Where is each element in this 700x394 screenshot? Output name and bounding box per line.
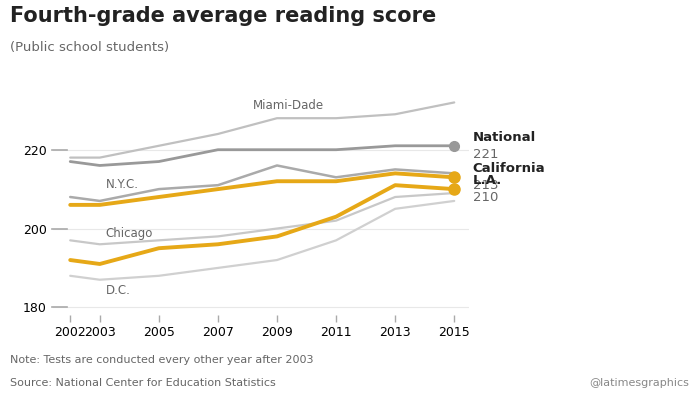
Text: D.C.: D.C.: [106, 284, 130, 297]
Text: National: National: [473, 131, 536, 144]
Text: Note: Tests are conducted every other year after 2003: Note: Tests are conducted every other ye…: [10, 355, 314, 364]
Text: 213: 213: [473, 179, 498, 192]
Text: L.A.: L.A.: [473, 174, 502, 187]
Text: 210: 210: [473, 191, 498, 204]
Text: Fourth-grade average reading score: Fourth-grade average reading score: [10, 6, 437, 26]
Text: @latimesgraphics: @latimesgraphics: [589, 378, 690, 388]
Text: California: California: [473, 162, 545, 175]
Text: Chicago: Chicago: [106, 227, 153, 240]
Text: (Public school students): (Public school students): [10, 41, 169, 54]
Text: Source: National Center for Education Statistics: Source: National Center for Education St…: [10, 378, 276, 388]
Text: N.Y.C.: N.Y.C.: [106, 178, 139, 191]
Text: 221: 221: [473, 148, 498, 161]
Text: Miami-Dade: Miami-Dade: [253, 99, 325, 112]
